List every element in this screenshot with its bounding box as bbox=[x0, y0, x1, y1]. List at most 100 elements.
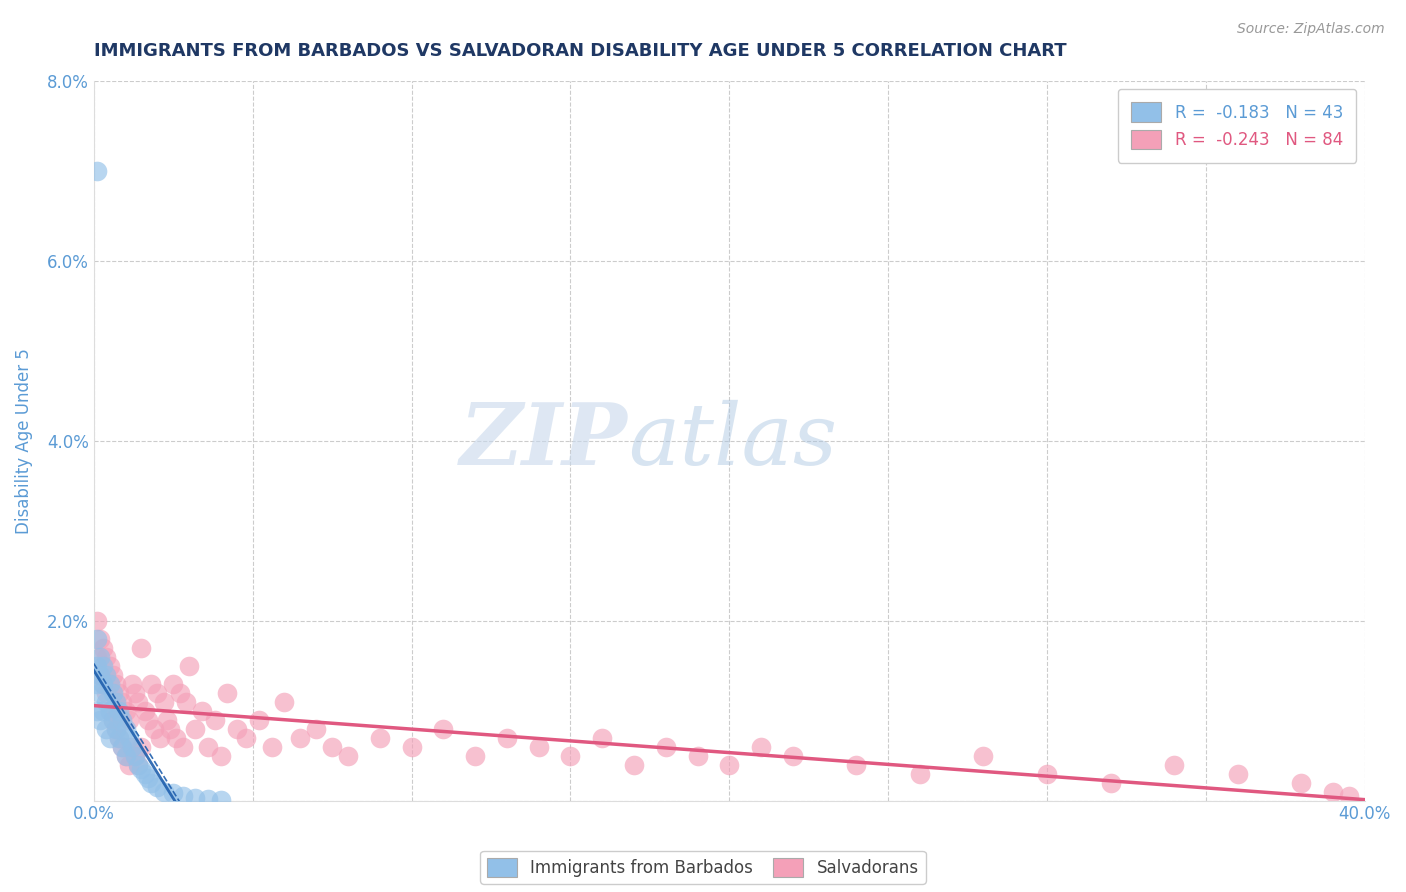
Point bbox=[191, 704, 214, 718]
Point bbox=[204, 713, 226, 727]
Point bbox=[247, 713, 270, 727]
Point bbox=[749, 739, 772, 754]
Point bbox=[101, 686, 124, 700]
Point bbox=[108, 686, 131, 700]
Text: ZIP: ZIP bbox=[460, 399, 627, 483]
Point bbox=[86, 676, 108, 690]
Point bbox=[146, 686, 169, 700]
Point bbox=[165, 731, 187, 745]
Point bbox=[136, 771, 159, 785]
Point bbox=[368, 731, 391, 745]
Point bbox=[156, 713, 179, 727]
Point bbox=[86, 704, 108, 718]
Text: IMMIGRANTS FROM BARBADOS VS SALVADORAN DISABILITY AGE UNDER 5 CORRELATION CHART: IMMIGRANTS FROM BARBADOS VS SALVADORAN D… bbox=[94, 42, 1066, 60]
Point bbox=[111, 739, 134, 754]
Point bbox=[134, 704, 156, 718]
Point bbox=[104, 722, 127, 736]
Point bbox=[121, 676, 143, 690]
Text: atlas: atlas bbox=[627, 400, 837, 482]
Point bbox=[91, 704, 114, 718]
Point bbox=[169, 686, 191, 700]
Point bbox=[86, 163, 108, 178]
Point bbox=[1322, 784, 1344, 798]
Point bbox=[104, 722, 127, 736]
Point bbox=[159, 722, 181, 736]
Point bbox=[118, 757, 141, 772]
Point bbox=[321, 739, 343, 754]
Point bbox=[127, 695, 149, 709]
Point bbox=[1163, 757, 1185, 772]
Point bbox=[184, 722, 207, 736]
Point bbox=[96, 722, 118, 736]
Point bbox=[177, 658, 200, 673]
Point bbox=[464, 748, 486, 763]
Point bbox=[686, 748, 709, 763]
Point bbox=[104, 695, 127, 709]
Point bbox=[235, 731, 257, 745]
Point bbox=[89, 649, 111, 664]
Point bbox=[134, 766, 156, 780]
Point bbox=[98, 731, 121, 745]
Point bbox=[98, 676, 121, 690]
Point bbox=[108, 731, 131, 745]
Point bbox=[104, 676, 127, 690]
Legend: R =  -0.183   N = 43, R =  -0.243   N = 84: R = -0.183 N = 43, R = -0.243 N = 84 bbox=[1118, 89, 1357, 162]
Y-axis label: Disability Age Under 5: Disability Age Under 5 bbox=[15, 348, 32, 533]
Point bbox=[114, 748, 136, 763]
Point bbox=[654, 739, 676, 754]
Point bbox=[172, 739, 194, 754]
Point bbox=[908, 766, 931, 780]
Point bbox=[184, 791, 207, 805]
Point bbox=[121, 739, 143, 754]
Point bbox=[305, 722, 328, 736]
Point bbox=[1226, 766, 1249, 780]
Legend: Immigrants from Barbados, Salvadorans: Immigrants from Barbados, Salvadorans bbox=[481, 851, 925, 884]
Point bbox=[290, 731, 312, 745]
Point bbox=[89, 667, 111, 681]
Point bbox=[131, 640, 153, 655]
Point bbox=[172, 789, 194, 804]
Point bbox=[591, 731, 613, 745]
Point bbox=[91, 676, 114, 690]
Point bbox=[495, 731, 517, 745]
Point bbox=[152, 695, 174, 709]
Point bbox=[101, 713, 124, 727]
Point bbox=[209, 793, 232, 807]
Point bbox=[89, 686, 111, 700]
Point bbox=[1036, 766, 1059, 780]
Point bbox=[162, 676, 184, 690]
Point bbox=[162, 786, 184, 800]
Point bbox=[101, 713, 124, 727]
Point bbox=[91, 676, 114, 690]
Point bbox=[152, 784, 174, 798]
Point bbox=[139, 676, 162, 690]
Point bbox=[782, 748, 804, 763]
Text: Source: ZipAtlas.com: Source: ZipAtlas.com bbox=[1237, 22, 1385, 37]
Point bbox=[401, 739, 423, 754]
Point bbox=[972, 748, 994, 763]
Point bbox=[260, 739, 283, 754]
Point bbox=[86, 649, 108, 664]
Point bbox=[111, 695, 134, 709]
Point bbox=[89, 632, 111, 646]
Point bbox=[336, 748, 359, 763]
Point bbox=[114, 722, 136, 736]
Point bbox=[1291, 775, 1313, 789]
Point bbox=[273, 695, 295, 709]
Point bbox=[174, 695, 197, 709]
Point bbox=[225, 722, 247, 736]
Point bbox=[139, 775, 162, 789]
Point bbox=[131, 762, 153, 776]
Point bbox=[89, 667, 111, 681]
Point bbox=[91, 658, 114, 673]
Point bbox=[118, 713, 141, 727]
Point bbox=[124, 748, 146, 763]
Point bbox=[108, 731, 131, 745]
Point bbox=[149, 731, 172, 745]
Point bbox=[560, 748, 582, 763]
Point bbox=[111, 739, 134, 754]
Point bbox=[718, 757, 741, 772]
Point bbox=[527, 739, 550, 754]
Point bbox=[146, 780, 169, 794]
Point bbox=[114, 748, 136, 763]
